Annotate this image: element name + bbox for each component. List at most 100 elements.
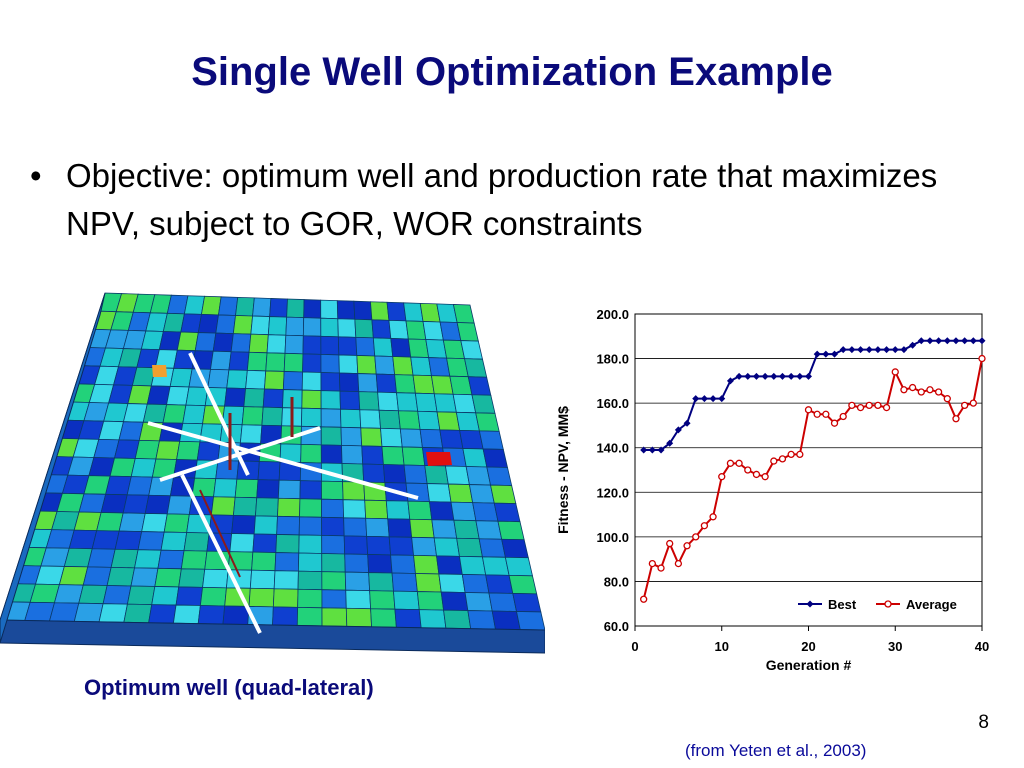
data-point-average <box>761 473 769 481</box>
grid-cell <box>375 373 397 394</box>
data-point-average <box>874 401 882 410</box>
data-point-best <box>735 372 743 380</box>
grid-cell <box>100 493 128 514</box>
grid-cell <box>282 371 303 391</box>
grid-cell <box>215 460 240 480</box>
data-point-average <box>960 401 969 410</box>
legend-label: Best <box>828 597 857 612</box>
grid-cell <box>264 370 285 390</box>
grid-cell <box>417 410 441 431</box>
grid-cell <box>488 592 518 612</box>
data-point-average <box>969 399 977 407</box>
data-point-average <box>813 410 821 418</box>
bullet-icon: • <box>30 157 42 194</box>
grid-cell <box>130 458 157 478</box>
grid-cell <box>342 499 367 519</box>
grid-cell <box>403 464 428 484</box>
grid-cell <box>245 369 267 390</box>
y-tick-label: 80.0 <box>604 574 629 589</box>
grid-cell <box>407 500 433 521</box>
grid-cell <box>357 373 379 393</box>
grid-cell <box>87 548 116 568</box>
grid-cell <box>501 538 529 559</box>
grid-cell <box>169 367 193 388</box>
grid-cell <box>298 534 323 554</box>
data-point-average <box>978 354 986 363</box>
x-tick-label: 10 <box>715 639 729 654</box>
grid-cell <box>230 333 252 353</box>
reservoir-grid-figure <box>0 292 545 654</box>
data-point-best <box>744 372 752 380</box>
data-point-best <box>891 346 899 354</box>
grid-cell <box>229 533 255 553</box>
data-point-best <box>917 337 925 345</box>
data-point-average <box>891 368 899 376</box>
grid-cell <box>443 609 472 630</box>
grid-cell <box>267 316 288 336</box>
data-point-best <box>926 337 934 345</box>
grid-cell <box>436 555 463 575</box>
grid-cell <box>340 426 363 447</box>
grid-cell <box>222 605 250 625</box>
grid-cell <box>298 516 323 536</box>
grid-cell <box>478 430 504 450</box>
grid-cell <box>321 534 346 555</box>
data-point-best <box>640 446 648 454</box>
grid-cell <box>344 571 371 592</box>
grid-cell <box>320 390 341 410</box>
grid-cell <box>162 404 187 424</box>
grid-cell <box>460 340 484 360</box>
grid-cell <box>246 351 268 372</box>
grid-cell <box>253 515 278 535</box>
grid-cell <box>273 570 299 590</box>
data-point-best <box>787 372 795 380</box>
grid-cell <box>176 331 199 352</box>
grid-cell <box>213 478 238 498</box>
grid-cell <box>106 566 136 587</box>
data-point-average <box>744 466 752 474</box>
grid-cell <box>298 552 323 573</box>
grid-cell <box>320 299 339 320</box>
data-point-average <box>718 473 726 481</box>
data-point-best <box>900 346 908 354</box>
grid-cell <box>416 591 445 611</box>
objective-bullet: • Objective: optimum well and production… <box>30 152 990 248</box>
reservoir-grid-cells <box>0 292 545 654</box>
grid-cell <box>96 512 124 532</box>
grid-cell <box>482 448 509 468</box>
grid-cell <box>134 549 162 569</box>
grid-cell <box>261 406 283 427</box>
x-tick-label: 0 <box>631 639 638 654</box>
data-point-average <box>752 470 761 479</box>
grid-cell <box>468 484 495 504</box>
grid-cell <box>452 304 475 324</box>
grid-cell <box>447 483 474 504</box>
grid-cell <box>353 300 373 321</box>
grid-cell <box>105 475 132 496</box>
data-point-best <box>813 350 821 358</box>
data-point-best <box>883 346 891 354</box>
grid-cell <box>297 570 323 591</box>
grid-cell <box>249 569 276 590</box>
grid-cell <box>394 374 416 394</box>
grid-cell <box>426 483 452 503</box>
grid-cell <box>440 591 469 611</box>
grid-cell <box>248 333 269 354</box>
grid-cell <box>390 338 412 358</box>
grid-cell <box>465 466 492 486</box>
grid-cell <box>419 428 444 449</box>
grid-cell <box>365 517 390 538</box>
grid-cell <box>53 584 84 604</box>
grid-cell <box>78 584 108 605</box>
grid-cell <box>464 592 493 612</box>
grid-cell <box>218 296 239 316</box>
grid-cell <box>202 568 229 589</box>
data-point-best <box>796 372 804 380</box>
grid-cell <box>464 358 488 378</box>
grid-cell <box>196 441 221 461</box>
grid-cell <box>234 478 259 499</box>
data-point-best <box>909 341 917 349</box>
data-point-average <box>787 450 795 459</box>
data-point-average <box>882 403 891 412</box>
grid-cell <box>166 386 190 406</box>
